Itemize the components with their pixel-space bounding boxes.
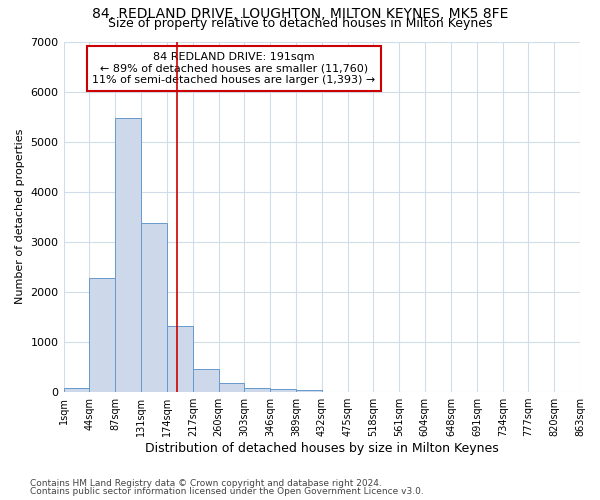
Bar: [219, 383, 244, 392]
Bar: [167, 326, 193, 392]
Bar: [193, 369, 219, 392]
Text: 84 REDLAND DRIVE: 191sqm
← 89% of detached houses are smaller (11,760)
11% of se: 84 REDLAND DRIVE: 191sqm ← 89% of detach…: [92, 52, 376, 85]
Bar: [142, 223, 167, 392]
Text: 84, REDLAND DRIVE, LOUGHTON, MILTON KEYNES, MK5 8FE: 84, REDLAND DRIVE, LOUGHTON, MILTON KEYN…: [92, 8, 508, 22]
Bar: [244, 388, 270, 392]
Bar: [64, 388, 89, 392]
Bar: [296, 390, 322, 392]
Bar: [115, 118, 142, 392]
Bar: [89, 278, 115, 392]
X-axis label: Distribution of detached houses by size in Milton Keynes: Distribution of detached houses by size …: [145, 442, 499, 455]
Bar: [270, 390, 296, 392]
Text: Contains HM Land Registry data © Crown copyright and database right 2024.: Contains HM Land Registry data © Crown c…: [30, 478, 382, 488]
Text: Size of property relative to detached houses in Milton Keynes: Size of property relative to detached ho…: [108, 18, 492, 30]
Text: Contains public sector information licensed under the Open Government Licence v3: Contains public sector information licen…: [30, 487, 424, 496]
Y-axis label: Number of detached properties: Number of detached properties: [15, 129, 25, 304]
